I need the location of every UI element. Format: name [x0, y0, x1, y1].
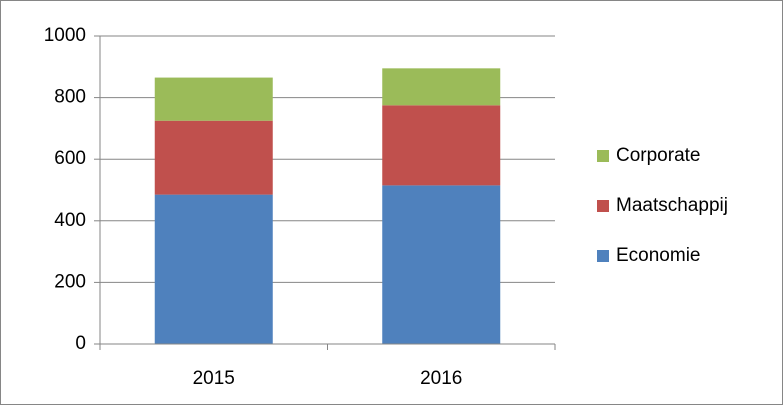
bar-segment: [154, 194, 273, 344]
bar-segment: [154, 77, 273, 121]
x-tick-label: 2015: [193, 368, 235, 389]
y-tick-label: 1000: [44, 25, 86, 46]
bar-segment: [382, 68, 501, 106]
legend-swatch: [597, 150, 609, 162]
legend-swatch: [597, 200, 609, 212]
legend-swatch: [597, 250, 609, 262]
bar-segment: [382, 185, 501, 344]
y-tick-label: 200: [54, 271, 86, 292]
legend-label: Economie: [616, 245, 701, 266]
y-tick-label: 600: [54, 148, 86, 169]
y-tick-label: 400: [54, 210, 86, 231]
x-tick-label: 2016: [420, 368, 462, 389]
legend-label: Maatschappij: [616, 195, 728, 216]
y-tick-label: 0: [75, 333, 86, 354]
legend-label: Corporate: [616, 145, 701, 166]
bar-segment: [382, 105, 501, 186]
y-tick-label: 800: [54, 87, 86, 108]
bar-segment: [154, 120, 273, 195]
